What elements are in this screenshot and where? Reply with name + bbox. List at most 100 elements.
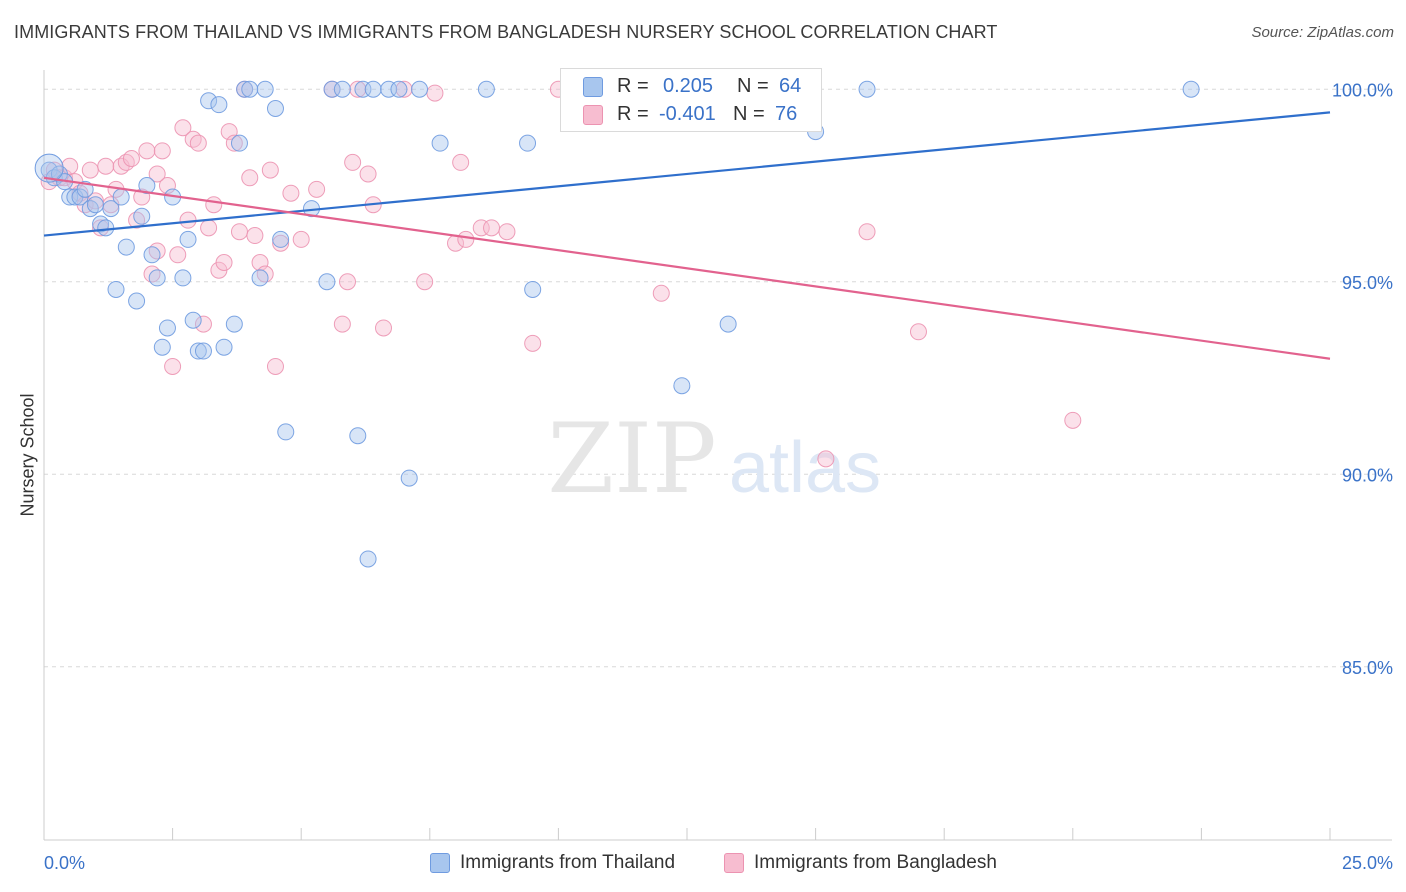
thailand-point	[477, 80, 495, 98]
thailand-point	[364, 80, 382, 98]
thailand-point	[323, 80, 341, 98]
bangladesh-point	[483, 219, 501, 237]
thailand-point	[266, 100, 284, 117]
thailand-point	[189, 342, 207, 360]
bangladesh-swatch	[583, 104, 603, 125]
thailand-point	[431, 134, 449, 152]
bangladesh-point	[261, 161, 279, 179]
thailand-point	[349, 427, 367, 445]
bangladesh-point	[338, 273, 356, 291]
n-label: N =	[733, 103, 765, 125]
thailand-point	[390, 80, 408, 98]
bangladesh-n-value: 76	[775, 103, 798, 125]
thailand-point	[128, 292, 146, 310]
thailand-point	[256, 80, 274, 98]
legend-bangladesh-label: Immigrants from Bangladesh	[754, 852, 997, 873]
thailand-point	[411, 80, 429, 98]
thailand-point	[133, 207, 151, 225]
bangladesh-point	[230, 223, 248, 241]
thailand-point	[86, 196, 104, 214]
thailand-point	[354, 80, 372, 98]
bangladesh-point	[909, 323, 927, 341]
bangladesh-point	[246, 227, 264, 245]
thailand-point	[215, 338, 233, 356]
thailand-point	[179, 230, 197, 248]
bangladesh-point	[452, 153, 470, 171]
thailand-point	[858, 80, 876, 98]
thailand-point	[97, 219, 115, 237]
thailand-point	[61, 188, 79, 206]
thailand-point	[524, 280, 542, 298]
thailand-point	[117, 238, 135, 256]
bangladesh-point	[122, 150, 140, 168]
legend-bangladesh: Immigrants from Bangladesh	[724, 852, 997, 874]
thailand-point	[34, 153, 64, 183]
bangladesh-point	[97, 157, 115, 175]
legend-thailand-label: Immigrants from Thailand	[460, 852, 676, 873]
legend-thailand-swatch	[430, 853, 450, 873]
bangladesh-point	[81, 161, 99, 179]
thailand-point	[236, 80, 254, 98]
y-tick-label: 90.0%	[1342, 465, 1393, 485]
axes	[43, 70, 1392, 841]
chart-title: IMMIGRANTS FROM THAILAND VS IMMIGRANTS F…	[14, 22, 998, 42]
thailand-n-value: 64	[779, 75, 802, 97]
thailand-point	[138, 177, 156, 194]
thailand-point	[519, 134, 537, 152]
thailand-point	[158, 319, 176, 337]
bangladesh-point	[472, 219, 490, 237]
legend-thailand: Immigrants from Thailand	[430, 852, 675, 874]
thailand-point	[194, 342, 212, 360]
bangladesh-point	[138, 142, 156, 160]
x-tick-label: 25.0%	[1342, 853, 1393, 873]
thailand-point	[318, 273, 336, 291]
thailand-point	[277, 423, 295, 441]
bangladesh-point	[148, 165, 166, 183]
y-axis-label: Nursery School	[17, 393, 38, 517]
bangladesh-point	[426, 84, 444, 102]
thailand-point	[225, 315, 243, 333]
thailand-point	[210, 96, 228, 114]
thailand-point	[272, 230, 290, 248]
thailand-point	[673, 377, 691, 395]
thailand-point	[153, 338, 171, 356]
bangladesh-point	[817, 450, 835, 468]
bangladesh-point	[200, 219, 218, 237]
bangladesh-point	[225, 134, 243, 152]
stats-legend: R = 0.205 N = 64 R = -0.401 N = 76	[560, 68, 822, 132]
legend-bangladesh-swatch	[724, 853, 744, 873]
bangladesh-point	[395, 80, 413, 98]
bangladesh-point	[215, 254, 233, 271]
y-tick-label: 85.0%	[1342, 658, 1393, 678]
watermark-zip: ZIP	[547, 403, 716, 515]
thailand-point	[251, 269, 269, 287]
thailand-point	[719, 315, 737, 333]
thailand-point	[174, 269, 192, 287]
bangladesh-point	[308, 180, 326, 198]
thailand-point	[359, 550, 377, 568]
thailand-point	[241, 80, 259, 98]
thailand-point	[400, 469, 418, 487]
trend-lines	[43, 111, 1331, 360]
thailand-point	[112, 188, 130, 206]
bangladesh-point	[153, 142, 171, 160]
thailand-point	[200, 92, 218, 110]
bangladesh-point	[457, 230, 475, 248]
source-label: Source: ZipAtlas.com	[1251, 24, 1394, 41]
tick-labels: 100.0% 95.0% 90.0% 85.0% 0.0% 25.0%	[44, 80, 1393, 873]
bangladesh-point	[282, 184, 300, 202]
watermark-atlas: atlas	[729, 428, 881, 508]
watermark: ZIP atlas	[547, 403, 881, 515]
bangladesh-point	[333, 315, 351, 333]
bangladesh-point	[375, 319, 393, 337]
stats-row-bangladesh: R = -0.401 N = 76	[583, 103, 797, 126]
thailand-point	[184, 311, 202, 329]
bangladesh-point	[174, 119, 192, 137]
y-tick-label: 100.0%	[1332, 80, 1393, 100]
bangladesh-point	[359, 165, 377, 183]
bangladesh-point	[292, 230, 310, 248]
thailand-point	[230, 134, 248, 152]
thailand-point	[76, 180, 94, 198]
thailand-r-value: 0.205	[663, 75, 714, 97]
